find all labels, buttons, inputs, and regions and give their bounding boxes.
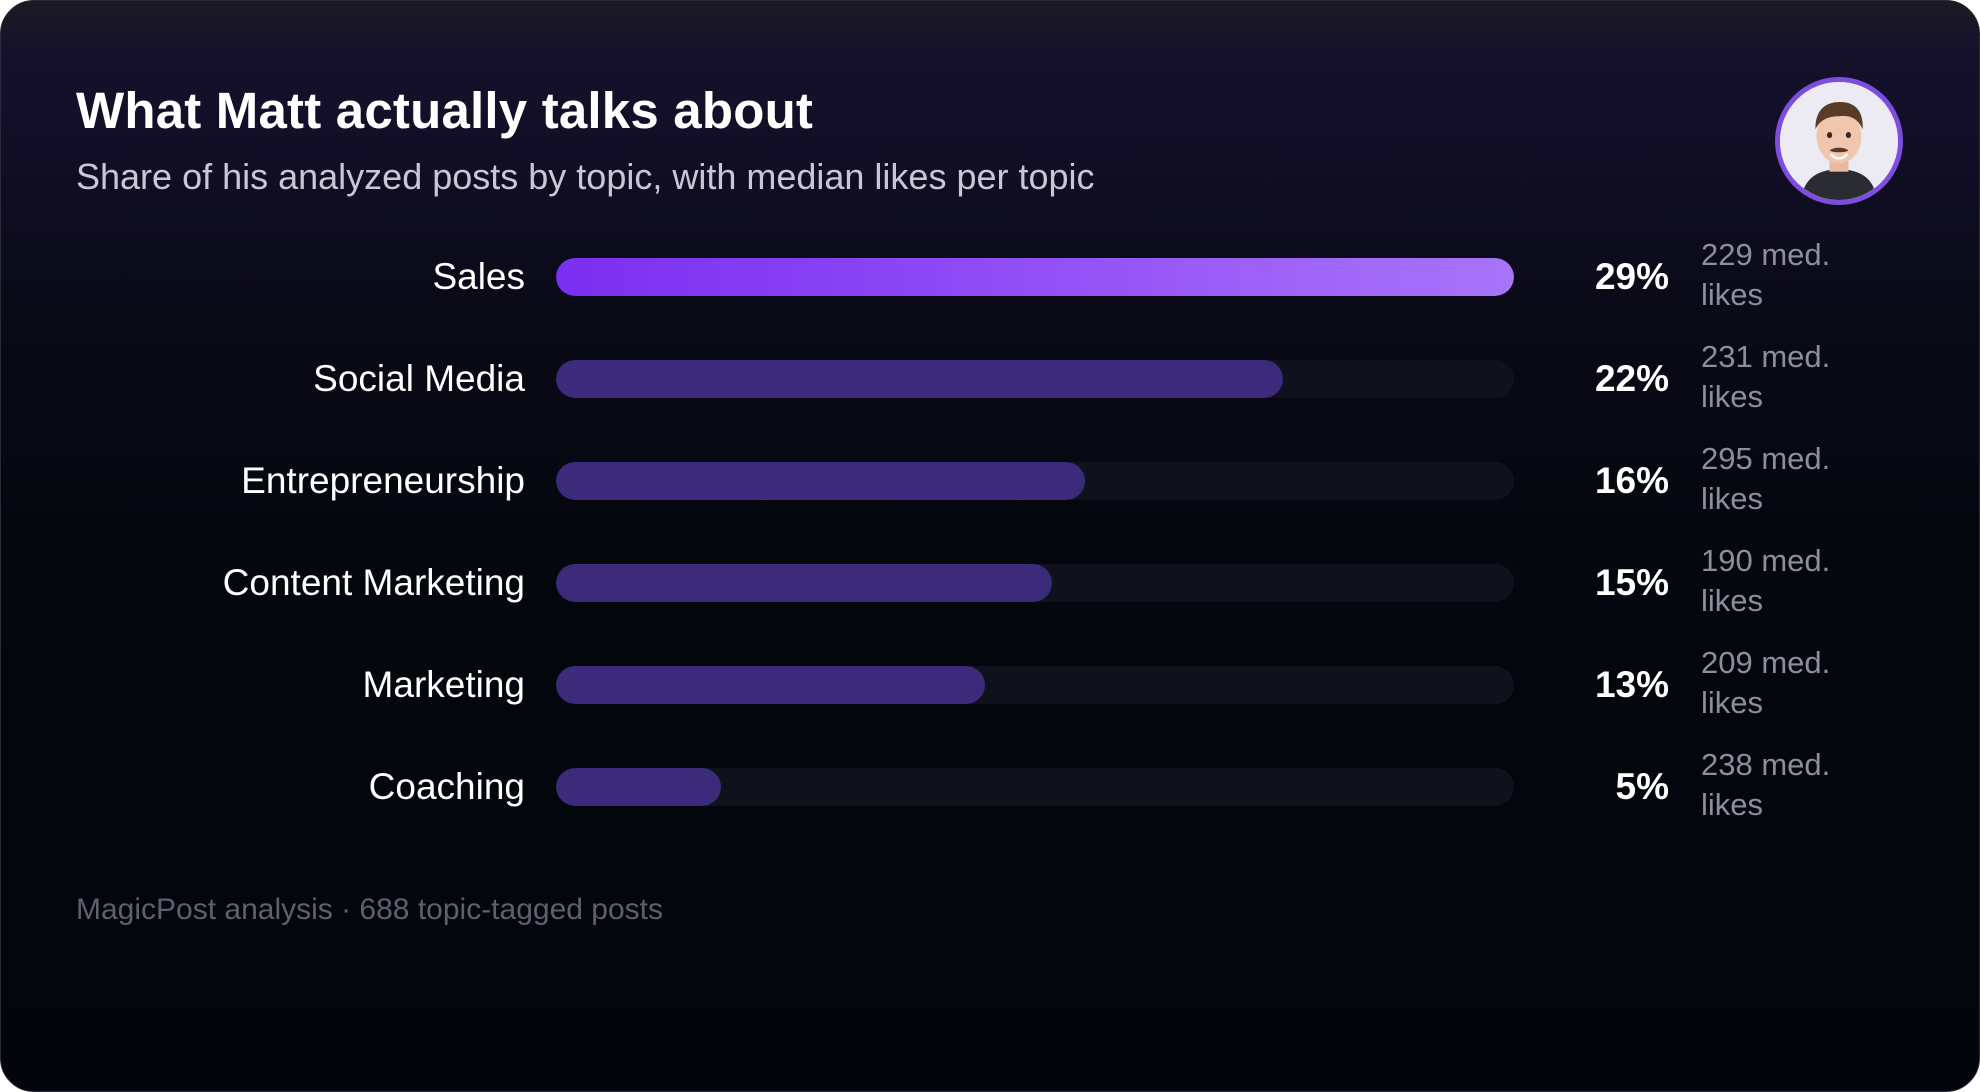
median-likes-label: 229 med. likes [1701, 237, 1831, 312]
bar-track [556, 462, 1514, 500]
value-label: 22% [1594, 358, 1669, 399]
bar [556, 768, 721, 806]
median-likes-label: 238 med. likes [1701, 747, 1831, 822]
category-label: Marketing [362, 664, 525, 705]
category-label: Sales [432, 256, 525, 297]
bar [556, 666, 985, 704]
value-label: 13% [1594, 664, 1669, 705]
bar-track [556, 360, 1514, 398]
median-likes-label: 209 med. likes [1701, 645, 1831, 720]
bar-track [556, 564, 1514, 602]
profile-photo-icon [1780, 82, 1898, 200]
avatar [1775, 77, 1903, 205]
median-likes-label: 190 med. likes [1701, 543, 1831, 618]
bar-track [556, 768, 1514, 806]
median-likes-label: 295 med. likes [1701, 441, 1831, 516]
chart-title: What Matt actually talks about [76, 82, 814, 139]
value-label: 29% [1594, 256, 1669, 297]
chart-footer: MagicPost analysis · 688 topic-tagged po… [76, 893, 663, 926]
category-label: Content Marketing [222, 562, 525, 603]
bar [556, 258, 1514, 296]
category-label: Coaching [368, 766, 525, 807]
median-likes-label: 231 med. likes [1701, 339, 1831, 414]
bar [556, 360, 1283, 398]
chart-subtitle: Share of his analyzed posts by topic, wi… [76, 156, 1095, 197]
bar-track [556, 666, 1514, 704]
category-label: Social Media [313, 358, 525, 399]
bar [556, 462, 1085, 500]
value-label: 16% [1594, 460, 1669, 501]
bar-track [556, 258, 1514, 296]
value-label: 5% [1615, 766, 1669, 807]
value-label: 15% [1594, 562, 1669, 603]
bar [556, 564, 1052, 602]
category-label: Entrepreneurship [241, 460, 525, 501]
